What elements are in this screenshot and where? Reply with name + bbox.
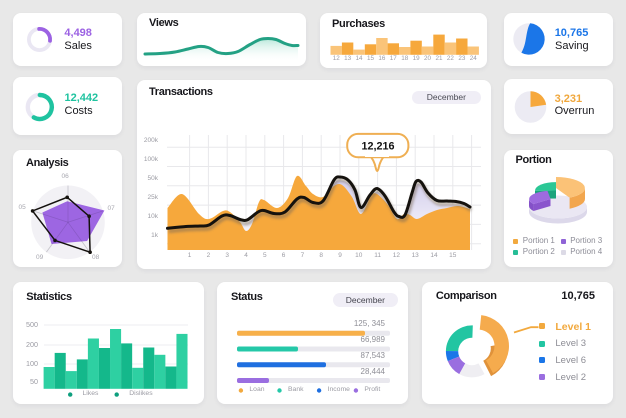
svg-text:12,216: 12,216 [361, 141, 394, 153]
